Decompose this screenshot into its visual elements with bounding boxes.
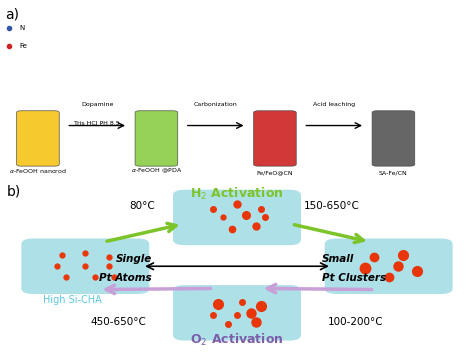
Text: 150-650°C: 150-650°C [304,201,360,211]
Text: Pt Clusters: Pt Clusters [322,273,386,283]
Text: $\alpha$-FeOOH @PDA: $\alpha$-FeOOH @PDA [131,167,182,175]
Text: Pt Atoms: Pt Atoms [99,273,152,283]
Text: 80°C: 80°C [129,201,155,211]
Text: Carbonization: Carbonization [194,102,237,107]
Text: b): b) [7,184,21,198]
FancyBboxPatch shape [173,285,301,340]
Text: 100-200°C: 100-200°C [328,317,383,327]
Text: H$_2$ Activation: H$_2$ Activation [190,186,284,202]
FancyBboxPatch shape [135,111,178,166]
Text: Tris HCl PH 8.5: Tris HCl PH 8.5 [74,121,120,126]
Text: Dopamine: Dopamine [81,102,113,107]
Text: Single: Single [116,254,152,264]
FancyBboxPatch shape [173,190,301,245]
Text: High Si-CHA: High Si-CHA [43,295,101,305]
FancyBboxPatch shape [17,111,59,166]
FancyBboxPatch shape [21,239,149,294]
Text: O$_2$ Activation: O$_2$ Activation [190,332,284,348]
FancyBboxPatch shape [325,239,453,294]
FancyBboxPatch shape [372,111,415,166]
FancyBboxPatch shape [254,111,296,166]
Text: N: N [19,25,24,31]
Text: 450-650°C: 450-650°C [91,317,146,327]
Text: Acid leaching: Acid leaching [313,102,355,107]
Text: Fe: Fe [19,43,27,49]
Text: $\alpha$-FeOOH nanorod: $\alpha$-FeOOH nanorod [9,167,67,175]
Text: SA-Fe/CN: SA-Fe/CN [379,170,408,175]
Text: Fe/FeO@CN: Fe/FeO@CN [256,170,293,175]
Text: Small: Small [322,254,355,264]
Text: a): a) [5,7,19,21]
